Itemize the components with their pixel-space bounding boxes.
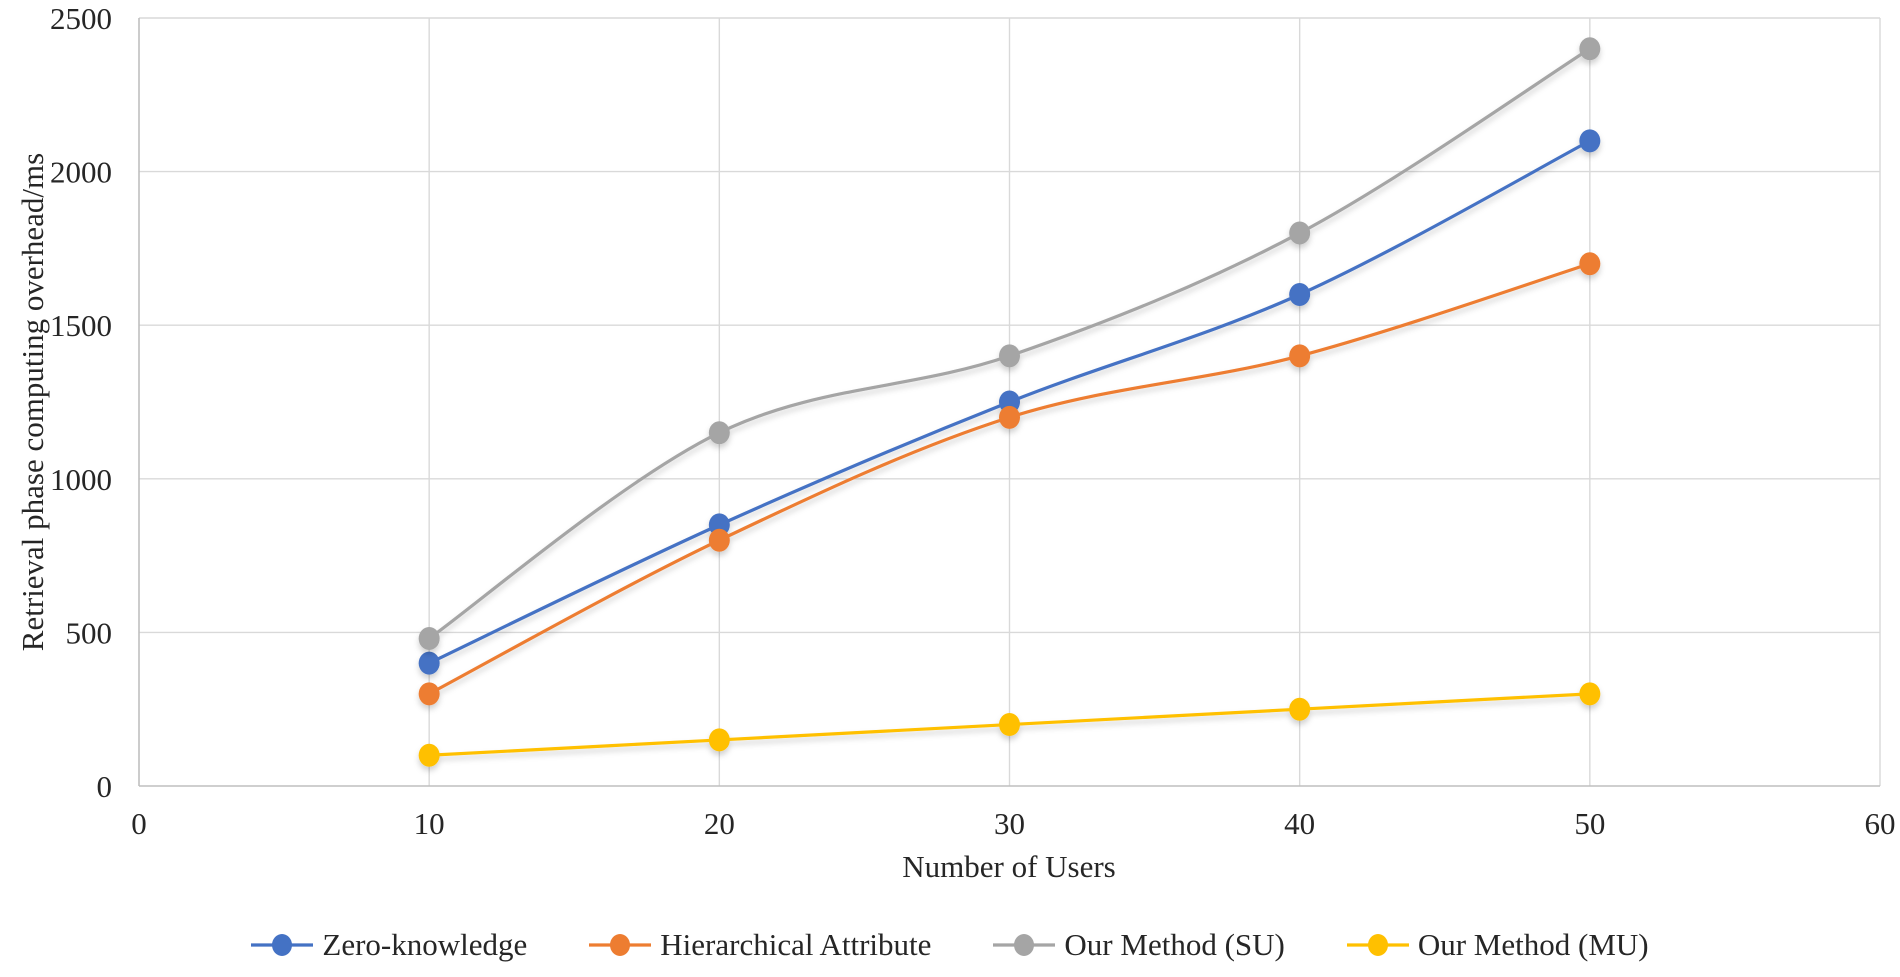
y-tick-label-500: 500 [66, 615, 113, 650]
legend-marker-our-method-su-icon [993, 934, 1056, 956]
x-tick-label-0: 0 [131, 806, 147, 841]
series-our-method-mu [418, 682, 1601, 767]
y-tick-label-2500: 2500 [50, 1, 112, 36]
data-point-our-method-su-x40 [1289, 221, 1311, 245]
data-point-zero-knowledge-x10 [418, 651, 440, 675]
legend: Zero-knowledge Hierarchical Attribute Our … [0, 920, 1900, 970]
y-tick-label-2000: 2000 [50, 155, 112, 190]
series-our-method-su [418, 37, 1601, 651]
axis-lines [138, 18, 1880, 787]
y-tick-label-1500: 1500 [50, 308, 112, 343]
series-zero-knowledge [418, 129, 1601, 675]
legend-label: Hierarchical Attribute [660, 927, 932, 962]
legend-item-our-method-mu: Our Method (MU) [1346, 927, 1649, 963]
legend-marker-zero-knowledge-icon [251, 934, 314, 956]
data-point-our-method-mu-x50 [1579, 682, 1601, 706]
legend-item-our-method-su: Our Method (SU) [993, 927, 1285, 963]
y-tick-label-0: 0 [97, 769, 113, 804]
line-chart-canvas: 0 500 1000 1500 2000 2500 0 10 20 30 40 50 60 [50, 1, 1896, 841]
data-point-our-method-su-x30 [999, 344, 1020, 368]
legend-marker-our-method-mu-icon [1346, 934, 1409, 956]
data-point-our-method-mu-x40 [1289, 697, 1311, 721]
data-point-our-method-su-x10 [418, 627, 440, 651]
legend-label: Zero-knowledge [322, 927, 528, 962]
y-axis-title: Retrieval phase computing overhead/ms [15, 152, 50, 652]
legend-label: Our Method (SU) [1064, 927, 1285, 962]
x-tick-label-10: 10 [414, 806, 445, 841]
data-point-our-method-su-x50 [1579, 37, 1601, 61]
data-point-hierarchical-attribute-x40 [1289, 344, 1311, 368]
data-point-zero-knowledge-x50 [1579, 129, 1601, 153]
x-tick-label-60: 60 [1865, 806, 1896, 841]
data-point-hierarchical-attribute-x10 [418, 682, 440, 706]
data-point-hierarchical-attribute-x30 [999, 405, 1020, 429]
data-point-hierarchical-attribute-x50 [1579, 252, 1601, 276]
legend-item-zero-knowledge: Zero-knowledge [251, 927, 527, 963]
x-tick-label-40: 40 [1284, 806, 1315, 841]
x-tick-label-50: 50 [1574, 806, 1605, 841]
legend-item-hierarchical-attribute: Hierarchical Attribute [589, 927, 931, 963]
series-hierarchical-attribute [418, 252, 1601, 706]
data-point-hierarchical-attribute-x20 [708, 528, 730, 552]
x-tick-label-30: 30 [994, 806, 1025, 841]
data-point-our-method-mu-x30 [999, 713, 1020, 737]
x-tick-label-20: 20 [704, 806, 735, 841]
data-point-our-method-mu-x20 [708, 728, 730, 752]
x-axis-title: Number of Users [902, 849, 1116, 884]
tick-labels: 0 500 1000 1500 2000 2500 0 10 20 30 40 50 60 [50, 1, 1896, 841]
data-point-our-method-su-x20 [708, 421, 730, 445]
data-series [418, 37, 1601, 767]
legend-marker-hierarchical-attribute-icon [589, 934, 652, 956]
data-point-our-method-mu-x10 [418, 743, 440, 767]
data-point-zero-knowledge-x40 [1289, 282, 1311, 306]
legend-label: Our Method (MU) [1417, 927, 1649, 962]
y-tick-label-1000: 1000 [50, 462, 112, 497]
